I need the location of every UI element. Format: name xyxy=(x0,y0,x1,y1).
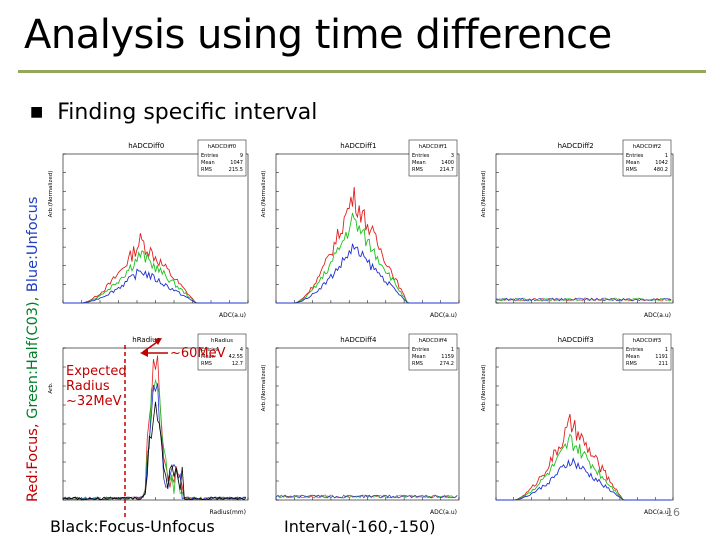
stats-value: 1 xyxy=(665,153,668,159)
stats-label: Mean xyxy=(626,160,640,166)
y-axis-label: Arb.(Normalized) xyxy=(261,171,267,218)
stats-label: RMS xyxy=(412,167,423,173)
bullet-text: Finding specific interval xyxy=(57,100,318,125)
bottom-caption-left: Black:Focus-Unfocus xyxy=(50,517,215,536)
stats-box xyxy=(622,139,672,177)
sixty-arrow-head-icon xyxy=(140,349,148,357)
stats-value: 480.2 xyxy=(654,167,668,173)
stats-label: Mean xyxy=(201,160,215,166)
expected-radius-callout: Expected Radius ~32MeV xyxy=(66,364,127,409)
bullet-item: ■ Finding specific interval xyxy=(30,100,317,125)
baseline-series xyxy=(495,297,672,302)
plot-hadcdiff4: hADCDiff4 hADCDiff4 Entries 1 Mean 1159 RMS 274… xyxy=(258,330,471,520)
stats-label: Entries xyxy=(626,153,644,159)
plot-title: hADCDiff2 xyxy=(558,142,594,150)
plot-hadcdiff3: hADCDiff3 hADCDiff3 Entries 1 Mean 1191 RMS 211… xyxy=(478,330,685,520)
stats-value: 9 xyxy=(240,153,243,159)
stats-label: Mean xyxy=(201,354,215,360)
stats-title: hADCDiff3 xyxy=(633,338,662,344)
stats-value: 215.5 xyxy=(229,167,243,173)
sixty-mev-callout: ~60MeV xyxy=(170,346,226,361)
stats-label: RMS xyxy=(626,167,637,173)
bottom-caption-right: Interval(-160,-150) xyxy=(284,517,436,536)
baseline-series xyxy=(275,494,458,499)
stats-box xyxy=(197,139,247,177)
title-underline xyxy=(18,70,706,73)
stats-title: hADCDiff1 xyxy=(419,144,447,150)
callout-line-1: Expected xyxy=(66,364,127,379)
stats-value: 4 xyxy=(240,347,243,353)
stats-value: 3 xyxy=(451,153,454,159)
stats-value: 1159 xyxy=(441,354,454,360)
x-axis-label: ADC(a.u) xyxy=(430,312,457,319)
stats-title: hADCDiff0 xyxy=(208,144,237,150)
stats-value: 274.2 xyxy=(440,361,454,367)
stats-value: 1191 xyxy=(655,354,668,360)
stats-title: hADCDiff4 xyxy=(419,338,448,344)
stats-label: Entries xyxy=(412,347,430,353)
y-axis-label: Arb.(Normalized) xyxy=(261,365,267,412)
x-axis-label: ADC(a.u) xyxy=(430,509,457,516)
x-axis-label: Radius(mm) xyxy=(210,509,247,516)
stats-label: RMS xyxy=(201,361,212,367)
plot-hadcdiff1: hADCDiff1 hADCDiff1 Entries 3 Mean 1400 RMS 214… xyxy=(258,136,471,323)
y-axis-label: Arb. xyxy=(48,382,54,394)
plot-hadcdiff0: hADCDiff0 hADCDiff0 Entries 9 Mean 1047 RMS 215… xyxy=(45,136,260,323)
expected-arrow-head-icon xyxy=(154,338,162,345)
y-axis-label: Arb.(Normalized) xyxy=(48,171,54,218)
stats-box xyxy=(408,139,458,177)
stats-value: 1 xyxy=(451,347,454,353)
stats-value: 214.7 xyxy=(440,167,454,173)
plot-title: hADCDiff1 xyxy=(340,142,376,150)
plot-hradius: hRadius hRadius Entries 4 Mean 42.55 RMS 12.7 Ra… xyxy=(45,330,260,520)
radius-series xyxy=(62,383,246,501)
page-title: Analysis using time difference xyxy=(24,12,612,58)
radius-series xyxy=(62,401,247,501)
bullet-square-icon: ■ xyxy=(30,104,44,120)
blue-series xyxy=(496,457,672,501)
callout-line-2: Radius xyxy=(66,379,110,394)
stats-label: Mean xyxy=(626,354,640,360)
stats-label: RMS xyxy=(412,361,423,367)
page-number: 16 xyxy=(666,506,680,519)
stats-value: 1042 xyxy=(655,160,668,166)
stats-label: Entries xyxy=(201,347,219,353)
blue-series xyxy=(63,268,247,304)
stats-label: RMS xyxy=(626,361,637,367)
stats-value: 211 xyxy=(658,361,668,367)
stats-label: RMS xyxy=(201,167,212,173)
plot-title: hRadius xyxy=(132,336,160,344)
stats-title: hRadius xyxy=(211,338,233,344)
stats-value: 1047 xyxy=(230,160,243,166)
stats-box xyxy=(408,333,458,371)
stats-value: 12.7 xyxy=(232,361,243,367)
stats-box xyxy=(197,333,247,371)
stats-label: Entries xyxy=(626,347,644,353)
plot-title: hADCDiff3 xyxy=(558,336,594,344)
stats-title: hADCDiff2 xyxy=(633,144,661,150)
stats-label: Mean xyxy=(412,354,426,360)
x-axis-label: ADC(a.u) xyxy=(644,509,671,516)
stats-value: 1400 xyxy=(441,160,454,166)
plot-hadcdiff2: hADCDiff2 hADCDiff2 Entries 1 Mean 1042 RMS 480… xyxy=(478,136,685,323)
x-axis-label: ADC(a.u) xyxy=(219,312,246,319)
stats-label: Mean xyxy=(412,160,426,166)
plot-title: hADCDiff0 xyxy=(128,142,164,150)
callout-line-3: ~32MeV xyxy=(66,394,122,409)
y-axis-label: Arb.(Normalized) xyxy=(481,365,487,412)
stats-label: Entries xyxy=(412,153,430,159)
y-axis-label: Arb.(Normalized) xyxy=(481,171,487,218)
blue-series xyxy=(276,243,458,304)
plot-title: hADCDiff4 xyxy=(340,336,377,344)
stats-value: 42.55 xyxy=(229,354,243,360)
x-axis-label: ADC(a.u) xyxy=(644,312,671,319)
stats-value: 1 xyxy=(665,347,668,353)
stats-label: Entries xyxy=(201,153,219,159)
stats-box xyxy=(622,333,672,371)
